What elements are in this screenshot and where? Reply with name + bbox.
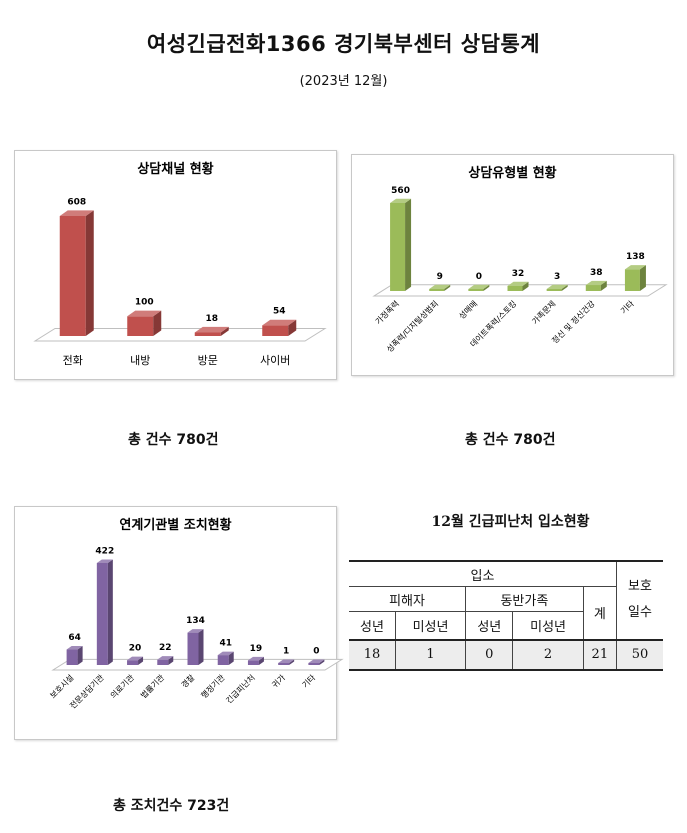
cell-total: 21 [582, 639, 617, 672]
data-label: 19 [250, 644, 263, 654]
tick-label: 기타 [301, 673, 318, 690]
data-label: 64 [68, 633, 81, 643]
data-label: 608 [67, 197, 86, 207]
tick-label: 의료기관 [108, 672, 136, 700]
header-family: 동반가족 [465, 586, 584, 612]
cell-family-minor: 2 [512, 639, 584, 672]
tick-label: 보호시설 [48, 672, 76, 700]
data-label: 41 [219, 639, 232, 649]
cell-victim-minor: 1 [394, 639, 466, 672]
chart-title: 연계기관별 조치현황 [119, 517, 231, 533]
chart-panel-agency: 연계기관별 조치현황 64 보호시설 422 전문상담기관 20 의료기관 22 법률기관 134… [14, 506, 344, 740]
tick-label: 기타 [619, 299, 636, 316]
data-label: 138 [626, 252, 645, 262]
tick-label: 가정폭력 [373, 298, 401, 326]
tick-label: 방문 [198, 354, 218, 367]
tick-label: 귀가 [270, 672, 288, 690]
cell-protect-days: 50 [616, 639, 663, 672]
page-title: 여성긴급전화1366 경기북부센터 상담통계 [146, 32, 541, 56]
sub-adult: 성년 [349, 611, 396, 641]
tick-label: 성매매 [457, 299, 479, 321]
sub-minor: 미성년 [394, 611, 466, 641]
chart-floor [33, 328, 327, 342]
data-label: 0 [313, 647, 319, 657]
sub-minor-family: 미성년 [512, 611, 584, 641]
data-label: 100 [135, 298, 154, 308]
bar [96, 559, 113, 665]
data-label: 422 [95, 547, 114, 557]
table-row: 18 1 0 2 21 50 [349, 639, 663, 672]
header-protect-days: 보호 일수 [616, 560, 663, 641]
data-label: 0 [476, 272, 482, 282]
bar [308, 659, 325, 665]
bar [468, 284, 490, 291]
data-label: 9 [437, 272, 443, 282]
data-label: 22 [159, 643, 172, 653]
chart-panel-type: 상담유형별 현황 560 가정폭력 9 성폭력/디지털성범죄 0 성매매 32 데이트폭력/스토… [351, 154, 674, 376]
bar [59, 210, 94, 336]
type-total: 총 건수 780건 [465, 432, 556, 448]
data-label: 560 [391, 186, 410, 196]
chart-panel-channel: 상담채널 현황 608 전화 100 내방 18 방문 54 사이버 [14, 150, 337, 380]
bar [157, 656, 174, 665]
tick-label: 경찰 [179, 672, 197, 690]
chart-channel: 상담채널 현황 608 전화 100 내방 18 방문 54 사이버 [33, 161, 327, 367]
chart-agency: 연계기관별 조치현황64보호시설422전문상담기관20의료기관22법률기관134… [48, 517, 344, 711]
data-label: 54 [273, 307, 286, 317]
shelter-table: 입소 보호 일수 피해자 동반가족 계 성년 미성년 성년 미성년 18 1 0… [349, 560, 663, 672]
bar [278, 659, 295, 665]
bar [585, 280, 607, 291]
data-label: 1 [283, 647, 289, 657]
bar [127, 310, 162, 336]
channel-total: 총 건수 780건 [128, 432, 219, 448]
bar [247, 656, 264, 665]
bar [429, 284, 451, 291]
cell-victim-adult: 18 [349, 639, 396, 672]
tick-label: 전화 [63, 354, 83, 367]
header-admission: 입소 [349, 560, 617, 587]
bar [546, 284, 568, 291]
bar [127, 656, 144, 665]
tick-label: 행정기관 [199, 672, 227, 700]
chart-type: 상담유형별 현황560가정폭력9성폭력/디지털성범죄0성매매32데이트폭력/스토… [372, 165, 668, 354]
tick-label: 가족문제 [530, 299, 557, 326]
data-label: 3 [554, 272, 560, 282]
bar [194, 326, 229, 336]
data-label: 20 [129, 644, 142, 654]
bar [624, 265, 646, 291]
page-subtitle: (2023년 12월) [299, 74, 388, 89]
tick-label: 사이버 [260, 354, 290, 367]
chart-title: 상담유형별 현황 [468, 165, 556, 181]
agency-total: 총 조치건수 723건 [113, 798, 230, 814]
bar [217, 651, 234, 665]
data-label: 134 [186, 616, 205, 626]
sub-adult-family: 성년 [465, 611, 513, 641]
cell-family-adult: 0 [465, 639, 513, 672]
bar [507, 281, 529, 291]
header-total: 계 [582, 586, 617, 641]
chart-title: 상담채널 현황 [137, 161, 213, 177]
data-label: 18 [205, 314, 218, 324]
bar [262, 319, 297, 336]
tick-label: 내방 [130, 354, 150, 367]
bar [187, 629, 204, 665]
bar [390, 198, 412, 291]
data-label: 38 [590, 268, 603, 278]
header-victim: 피해자 [349, 586, 466, 612]
tick-label: 긴급피난처 [224, 672, 257, 705]
bar [66, 646, 83, 665]
data-label: 32 [512, 269, 525, 279]
tick-label: 법률기관 [138, 672, 166, 700]
table-title: 12월 긴급피난처 입소현황 [431, 514, 590, 530]
